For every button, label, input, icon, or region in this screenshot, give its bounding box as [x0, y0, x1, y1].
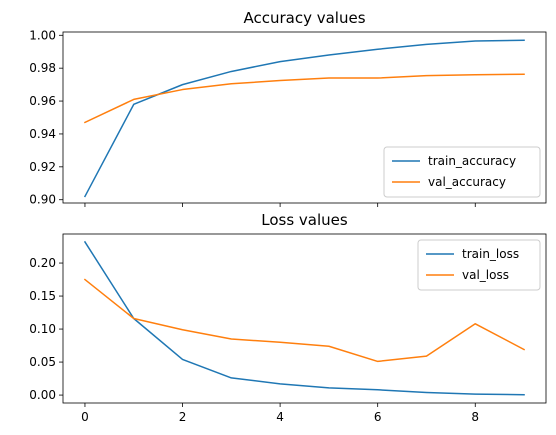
x-tick-label: 4: [276, 410, 284, 424]
legend-box: [383, 146, 541, 198]
chart-0: Accuracy values 0.90 0.92 0.94 0.96 0.98 1.00 t…: [29, 9, 547, 207]
y-tick-label: 0.05: [29, 355, 56, 369]
chart-1: Loss values 0.00 0.05 0.10 0.15 0.20 0 2 4 6 8 trai…: [29, 211, 547, 424]
axes-frame: [62, 233, 547, 404]
legend-label: val_loss: [462, 268, 509, 282]
chart-title: Accuracy values: [243, 9, 365, 27]
legend-box: [417, 239, 541, 291]
y-tick-label: 0.92: [29, 160, 56, 174]
x-tick-label: 6: [374, 410, 382, 424]
y-tick-label: 0.15: [29, 289, 56, 303]
y-tick-label: 1.00: [29, 28, 56, 42]
chart-title: Loss values: [261, 211, 348, 229]
y-tick-label: 0.20: [29, 256, 56, 270]
y-tick-label: 0.90: [29, 193, 56, 207]
series-line-val_accuracy: [83, 73, 525, 124]
series-line-val_loss: [83, 278, 526, 363]
series-line-train_loss: [83, 240, 525, 396]
y-tick-label: 0.00: [29, 388, 56, 402]
x-tick-label: 0: [81, 410, 89, 424]
y-tick-label: 0.96: [29, 94, 56, 108]
legend: train_loss val_loss: [417, 239, 541, 291]
legend-label: train_accuracy: [428, 154, 516, 168]
y-tick-label: 0.98: [29, 61, 56, 75]
y-tick-label: 0.10: [29, 322, 56, 336]
y-tick-label: 0.94: [29, 127, 56, 141]
x-tick-label: 2: [179, 410, 187, 424]
axes-frame: [62, 31, 547, 204]
legend: train_accuracy val_accuracy: [383, 146, 541, 198]
x-tick-label: 8: [471, 410, 479, 424]
legend-label: val_accuracy: [428, 175, 506, 189]
legend-label: train_loss: [462, 247, 519, 261]
